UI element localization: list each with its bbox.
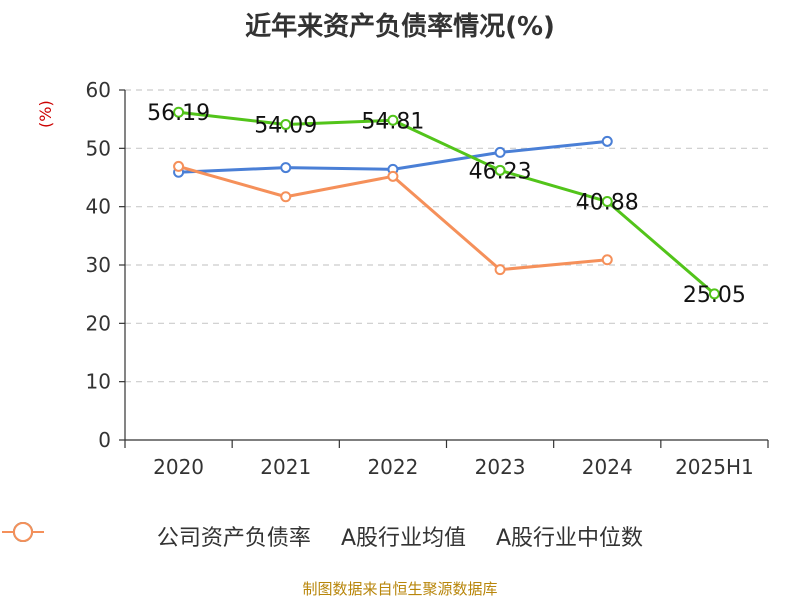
x-tick-label: 2022 <box>367 455 418 479</box>
source-note: 制图数据来自恒生聚源数据库 <box>302 580 498 598</box>
data-label: 56.19 <box>147 101 210 126</box>
y-tick-label: 60 <box>86 78 111 102</box>
legend-item-industry-mean[interactable]: A股行业均值 <box>2 520 466 552</box>
y-tick-label: 10 <box>86 370 111 394</box>
legend-label-industry-median: A股行业中位数 <box>496 526 644 551</box>
y-tick-label: 40 <box>86 195 111 219</box>
data-point <box>387 170 399 182</box>
data-point <box>494 146 506 158</box>
legend-label-industry-mean: A股行业均值 <box>340 526 466 551</box>
legend-item-industry-median[interactable]: A股行业中位数 <box>2 520 644 552</box>
legend-label-company: 公司资产负债率 <box>156 526 311 551</box>
data-point <box>708 288 720 300</box>
data-label: 54.81 <box>361 109 424 134</box>
legend-symbol-industry-median <box>2 522 44 542</box>
x-tick-label: 2023 <box>475 455 526 479</box>
x-tick-label: 2024 <box>582 455 633 479</box>
data-point <box>280 191 292 203</box>
data-point <box>601 196 613 208</box>
data-point <box>173 106 185 118</box>
y-tick-label: 20 <box>86 311 111 335</box>
data-label: 54.09 <box>254 113 317 138</box>
data-label: 25.05 <box>683 283 746 308</box>
x-tick-label: 2020 <box>153 455 204 479</box>
data-point <box>494 264 506 276</box>
data-point <box>280 162 292 174</box>
legend-item-company[interactable]: 公司资产负债率 <box>2 520 311 552</box>
data-point <box>601 135 613 147</box>
legend: 公司资产负债率 A股行业均值 A股行业中位数 <box>0 520 800 552</box>
x-tick-label: 2025H1 <box>675 455 754 479</box>
data-point <box>601 254 613 266</box>
chart-title: 近年来资产负债率情况(%) <box>245 12 555 42</box>
y-tick-label: 0 <box>98 428 111 452</box>
data-label: 46.23 <box>469 159 532 184</box>
x-tick-label: 2021 <box>260 455 311 479</box>
data-point <box>280 118 292 130</box>
data-label: 40.88 <box>576 191 639 216</box>
y-tick-label: 50 <box>86 136 111 160</box>
y-tick-label: 30 <box>86 253 111 277</box>
data-point <box>494 164 506 176</box>
series-line <box>178 110 716 296</box>
data-point <box>387 114 399 126</box>
data-point <box>173 160 185 172</box>
